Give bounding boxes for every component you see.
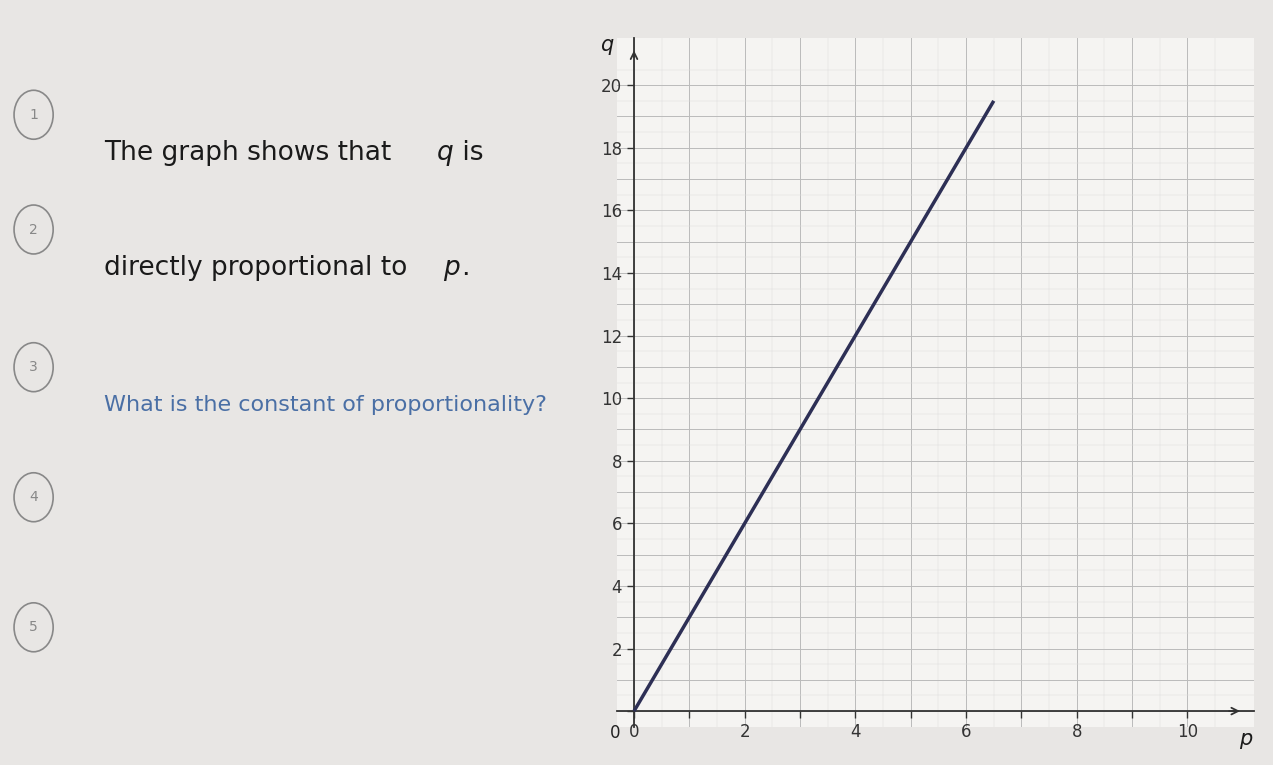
- Text: p: p: [443, 255, 460, 281]
- Text: directly proportional to: directly proportional to: [104, 255, 415, 281]
- Text: 1: 1: [29, 108, 38, 122]
- Text: p: p: [1239, 729, 1253, 749]
- Text: The graph shows that: The graph shows that: [104, 140, 400, 166]
- Text: 0: 0: [610, 724, 620, 742]
- Text: What is the constant of proportionality?: What is the constant of proportionality?: [104, 396, 546, 415]
- Text: 2: 2: [29, 223, 38, 236]
- Text: q: q: [437, 140, 453, 166]
- Text: 3: 3: [29, 360, 38, 374]
- Text: is: is: [454, 140, 484, 166]
- Text: 5: 5: [29, 620, 38, 634]
- Text: q: q: [600, 34, 614, 54]
- Text: .: .: [461, 255, 470, 281]
- Text: 4: 4: [29, 490, 38, 504]
